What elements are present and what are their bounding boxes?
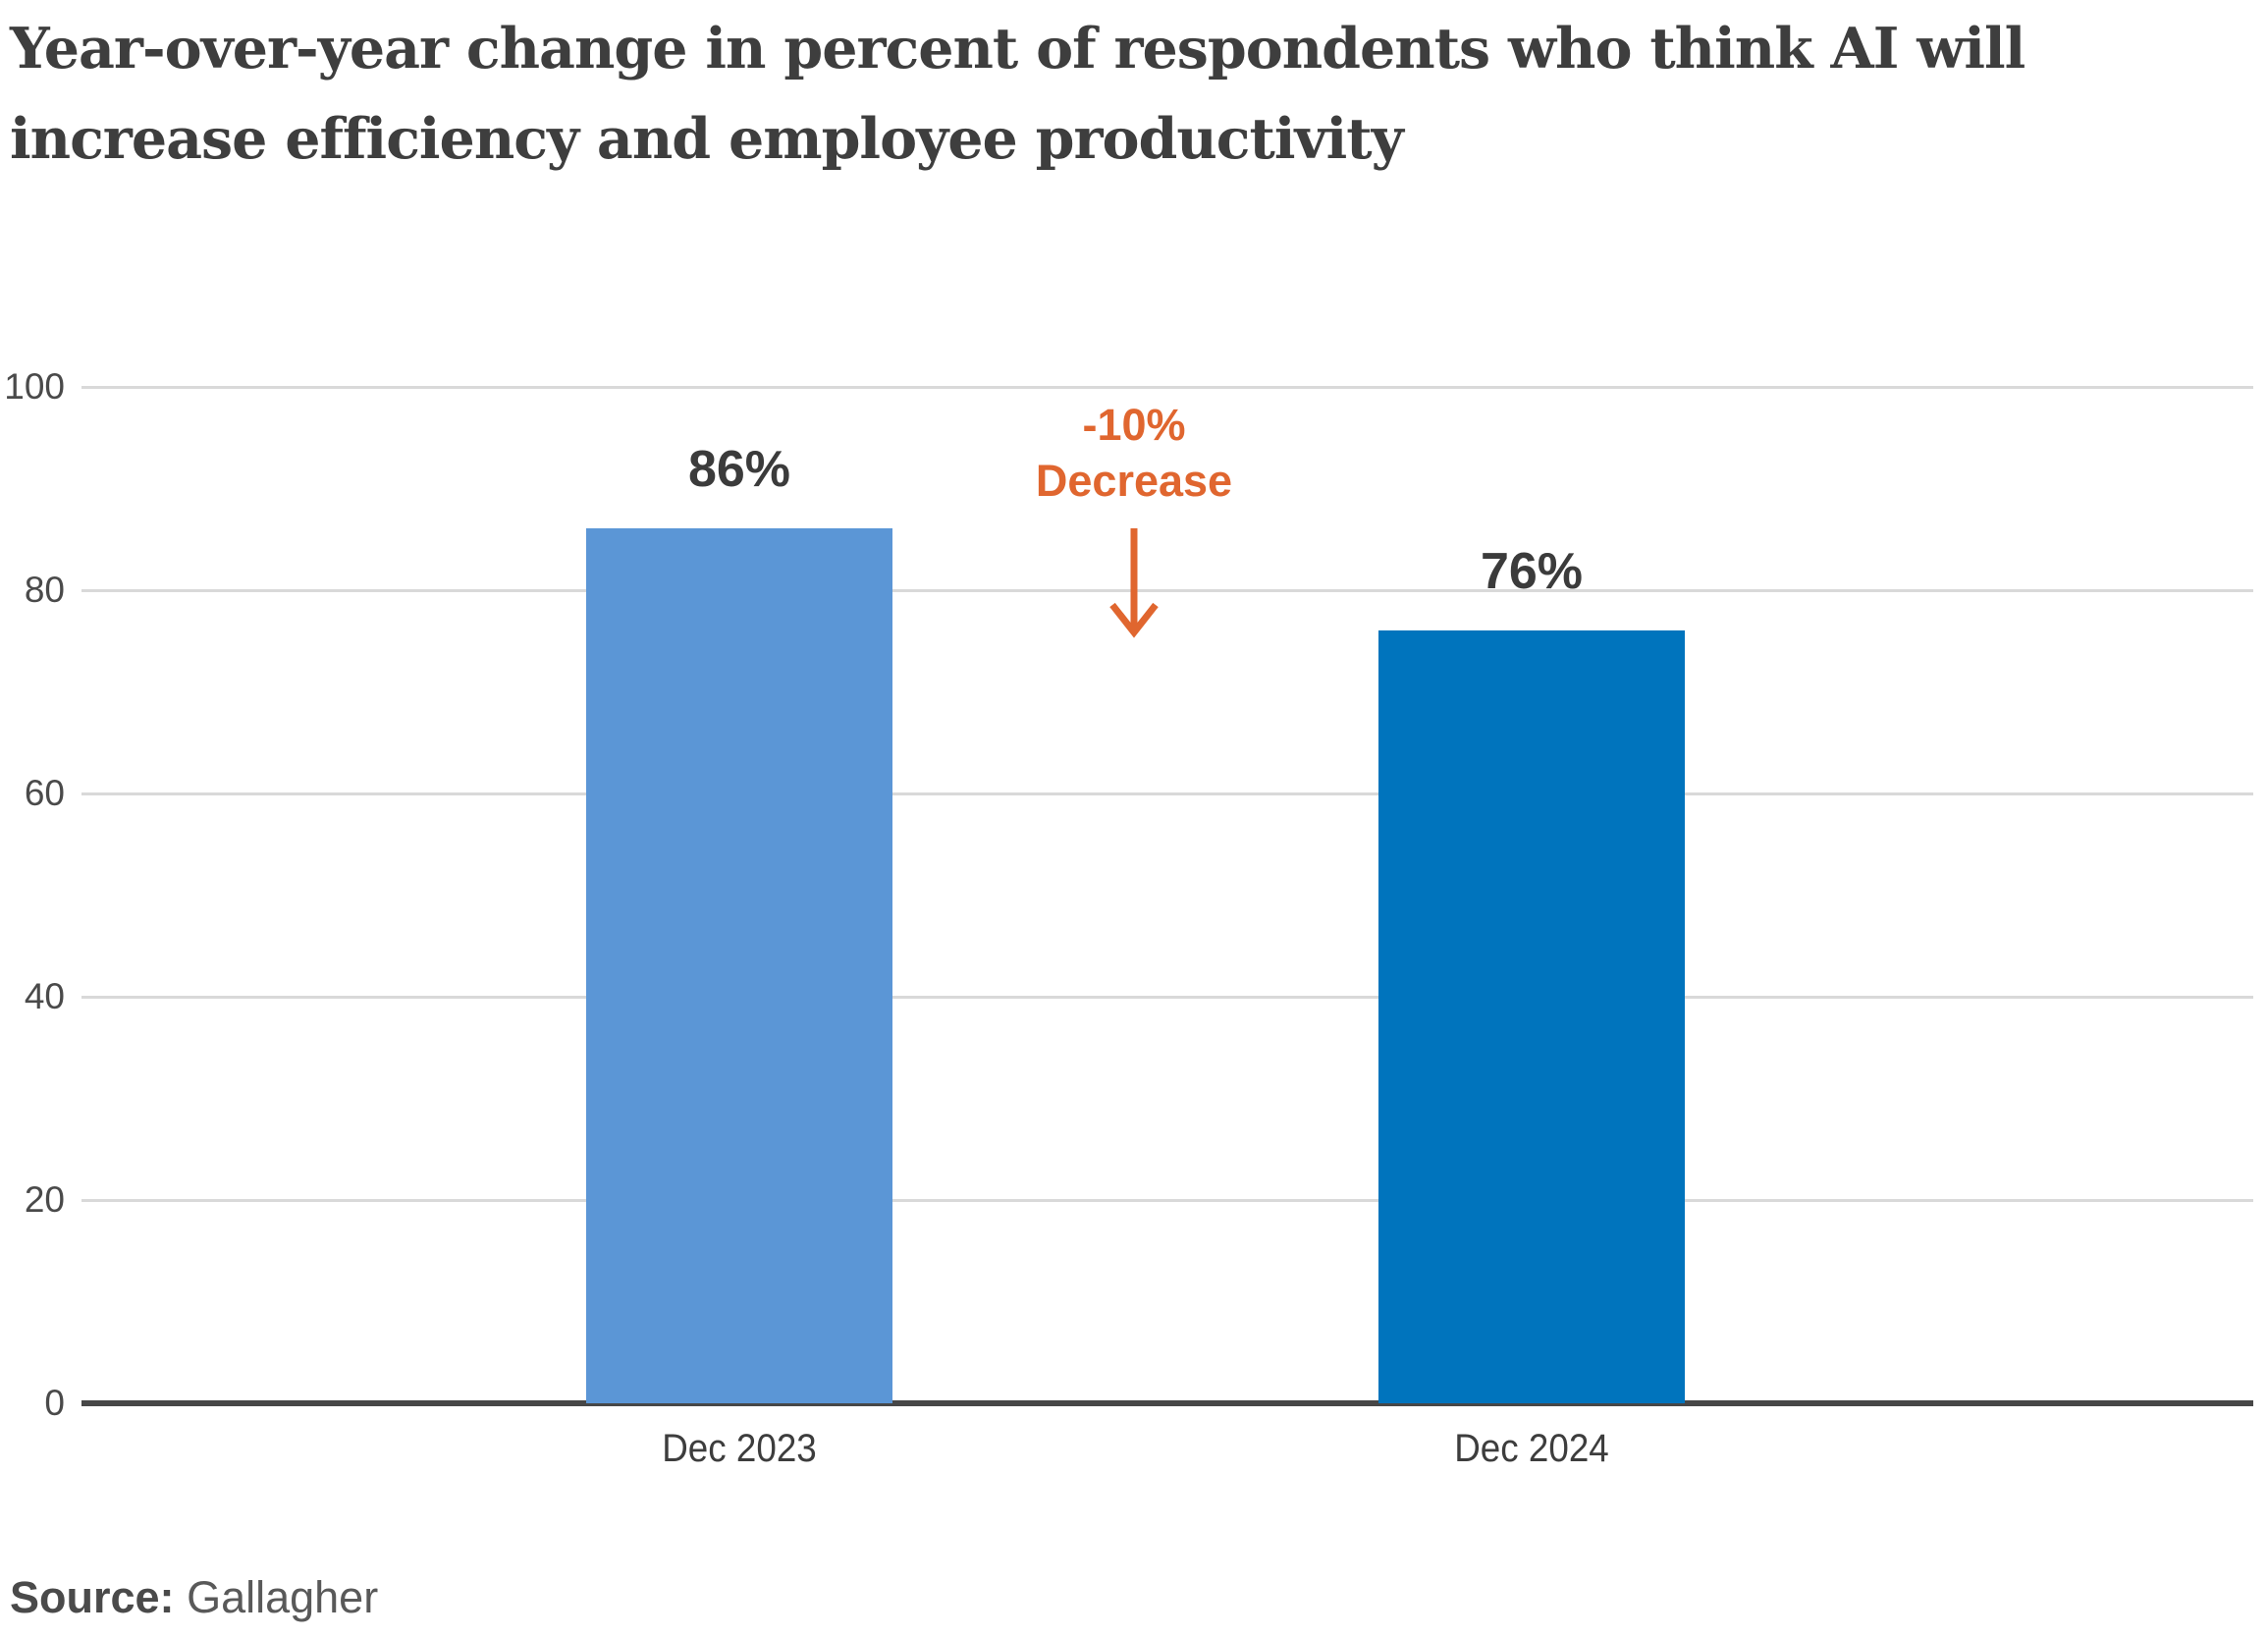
down-arrow-icon [1104,526,1164,640]
gridline-100 [81,386,2253,389]
decrease-annotation-word: Decrease [1035,456,1233,506]
gridline-40 [81,996,2253,999]
ytick-40: 40 [24,976,65,1016]
chart-title-line2: increase efficiency and employee product… [10,106,1404,172]
gridline-60 [81,792,2253,795]
gridline-80 [81,589,2253,592]
source-line: Source: Gallagher [10,1572,378,1623]
ytick-20: 20 [24,1179,65,1220]
ytick-80: 80 [24,570,65,610]
value-label-dec-2023: 86% [687,441,791,498]
ytick-100: 100 [4,366,65,407]
ytick-0: 0 [44,1383,65,1423]
bar-dec-2023 [586,528,892,1403]
source-name: Gallagher [187,1572,379,1622]
xtick-dec-2023: Dec 2023 [662,1427,817,1470]
xtick-dec-2024: Dec 2024 [1454,1427,1609,1470]
ytick-60: 60 [24,773,65,813]
decrease-annotation: -10% Decrease [938,397,1330,509]
source-label: Source: [10,1572,175,1622]
bar-dec-2024 [1378,630,1685,1403]
value-label-dec-2024: 76% [1480,543,1584,600]
decrease-annotation-value: -10% [1082,400,1186,450]
gridline-20 [81,1199,2253,1202]
chart-title-line1: Year-over-year change in percent of resp… [10,16,2025,82]
x-axis-baseline [81,1400,2253,1406]
chart-title: Year-over-year change in percent of resp… [10,4,2170,185]
